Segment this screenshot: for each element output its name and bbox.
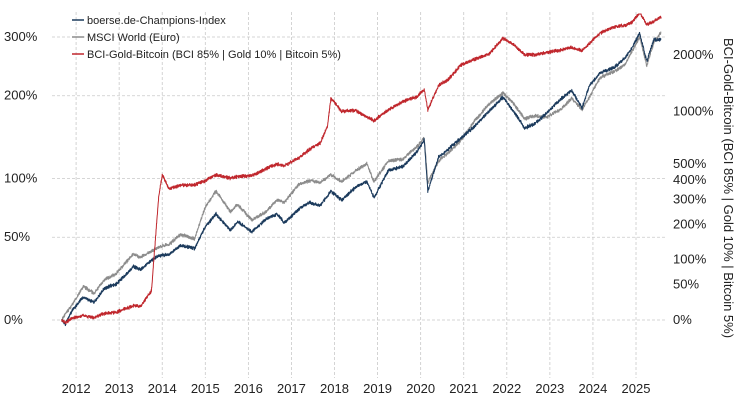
x-tick-label: 2025 <box>622 381 651 396</box>
legend-label: boerse.de-Champions-Index <box>87 15 226 27</box>
series-line-2 <box>61 13 662 325</box>
x-tick-label: 2019 <box>363 381 392 396</box>
left-axis: 0% 50% 100% 200% 300% <box>4 29 38 327</box>
right-axis: 0% 50% 100% 200% 300% 400%500% 1000% 2000% <box>673 47 714 327</box>
left-tick-label: 200% <box>4 88 38 103</box>
right-tick-label: 500% <box>673 156 707 171</box>
right-axis-title: BCI-Gold-Bitcoin (BCI 85% | Gold 10% | B… <box>721 38 736 338</box>
left-tick-label: 100% <box>4 171 38 186</box>
x-tick-label: 2015 <box>191 381 220 396</box>
right-tick-label: 0% <box>673 312 692 327</box>
series-lines <box>61 13 662 327</box>
x-tick-label: 2020 <box>406 381 435 396</box>
series-line-0 <box>61 31 662 327</box>
x-axis: 2012 2013 2014 2015 2016 2017 2018 2019 2020 2021… <box>62 381 651 396</box>
x-tick-label: 2013 <box>105 381 134 396</box>
x-tick-label: 2021 <box>449 381 478 396</box>
x-tick-label: 2014 <box>148 381 177 396</box>
right-tick-label: 200% <box>673 216 707 231</box>
left-tick-label: 50% <box>4 229 30 244</box>
x-tick-label: 2024 <box>578 381 607 396</box>
x-tick-label: 2017 <box>277 381 306 396</box>
right-tick-label: 100% <box>673 252 707 267</box>
legend: boerse.de-Champions-Index MSCI World (Eur… <box>72 15 341 61</box>
x-tick-label: 2022 <box>492 381 521 396</box>
right-tick-label: 300% <box>673 191 707 206</box>
gridlines <box>52 12 665 378</box>
x-tick-label: 2016 <box>234 381 263 396</box>
right-tick-label: 2000% <box>673 47 714 62</box>
right-tick-label: 50% <box>673 277 699 292</box>
legend-label: MSCI World (Euro) <box>87 32 180 44</box>
x-tick-label: 2023 <box>535 381 564 396</box>
legend-label: BCI-Gold-Bitcoin (BCI 85% | Gold 10% | B… <box>87 49 341 61</box>
right-tick-label: 1000% <box>673 103 714 118</box>
left-tick-label: 0% <box>4 312 23 327</box>
right-tick-label: 400% <box>673 172 707 187</box>
x-tick-label: 2018 <box>320 381 349 396</box>
series-line-1 <box>61 31 662 322</box>
x-tick-label: 2012 <box>62 381 91 396</box>
left-tick-label: 300% <box>4 29 38 44</box>
